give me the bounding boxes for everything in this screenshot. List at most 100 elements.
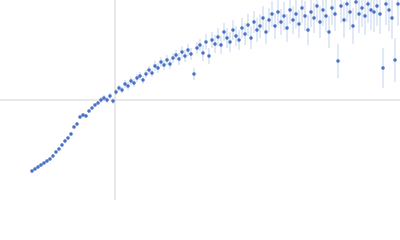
data-point: [231, 28, 235, 32]
data-point: [162, 63, 166, 67]
data-point: [54, 150, 58, 154]
data-point: [327, 30, 331, 34]
data-point: [186, 48, 190, 52]
data-point: [270, 12, 274, 16]
data-point: [48, 157, 52, 161]
data-point: [150, 71, 154, 75]
data-point: [333, 12, 337, 16]
data-point: [357, 12, 361, 16]
data-point: [126, 84, 130, 88]
data-point: [396, 2, 400, 6]
data-point: [156, 66, 160, 70]
data-point: [147, 68, 151, 72]
data-point: [36, 165, 40, 169]
data-point: [243, 32, 247, 36]
data-point: [75, 122, 79, 126]
data-point: [315, 4, 319, 8]
data-point: [228, 40, 232, 44]
data-point: [30, 169, 34, 173]
data-point: [39, 163, 43, 167]
data-point: [45, 159, 49, 163]
data-point: [174, 53, 178, 57]
data-point: [141, 78, 145, 82]
data-point: [42, 161, 46, 165]
data-point: [87, 109, 91, 113]
data-point: [264, 30, 268, 34]
data-point: [180, 50, 184, 54]
data-point: [372, 10, 376, 14]
data-point: [129, 79, 133, 83]
data-point: [123, 82, 127, 86]
data-point: [330, 6, 334, 10]
data-point: [159, 60, 163, 64]
data-point: [390, 16, 394, 20]
data-point: [78, 115, 82, 119]
data-point: [393, 58, 397, 62]
data-point: [387, 8, 391, 12]
data-point: [111, 99, 115, 103]
data-point: [63, 139, 67, 143]
data-point: [102, 96, 106, 100]
data-point: [321, 8, 325, 12]
data-point: [339, 4, 343, 8]
data-point: [51, 154, 55, 158]
data-point: [201, 51, 205, 55]
data-point: [369, 8, 373, 12]
data-point: [312, 16, 316, 20]
data-point: [363, 14, 367, 18]
data-point: [81, 113, 85, 117]
data-point: [153, 64, 157, 68]
data-point: [216, 35, 220, 39]
data-point: [306, 28, 310, 32]
data-point: [69, 132, 73, 136]
data-point: [291, 18, 295, 22]
data-point: [318, 20, 322, 24]
data-point: [288, 8, 292, 12]
data-point: [255, 28, 259, 32]
data-point: [57, 147, 61, 151]
data-point: [258, 24, 262, 28]
data-point: [351, 24, 355, 28]
data-point: [210, 38, 214, 42]
data-point: [108, 94, 112, 98]
data-point: [282, 14, 286, 18]
data-point: [378, 12, 382, 16]
data-point: [246, 23, 250, 27]
data-point: [168, 62, 172, 66]
data-point: [171, 56, 175, 60]
data-point: [99, 98, 103, 102]
data-point: [366, 2, 370, 6]
data-point: [276, 10, 280, 14]
data-point: [90, 106, 94, 110]
data-point: [303, 14, 307, 18]
data-point: [261, 16, 265, 20]
data-point: [132, 81, 136, 85]
chart: [0, 0, 400, 200]
data-point: [66, 136, 70, 140]
data-point: [96, 101, 100, 105]
data-point: [273, 24, 277, 28]
data-point: [267, 18, 271, 22]
data-point: [177, 57, 181, 61]
data-point: [297, 22, 301, 26]
data-point: [138, 74, 142, 78]
data-point: [381, 66, 385, 70]
data-point: [300, 6, 304, 10]
data-point: [309, 10, 313, 14]
data-point: [33, 167, 37, 171]
data-point: [198, 43, 202, 47]
data-point: [225, 36, 229, 40]
data-point: [324, 14, 328, 18]
data-point: [360, 6, 364, 10]
data-point: [252, 20, 256, 24]
data-point: [114, 90, 118, 94]
data-point: [192, 72, 196, 76]
data-point: [60, 143, 64, 147]
data-point: [135, 76, 139, 80]
data-point: [144, 72, 148, 76]
data-point: [279, 20, 283, 24]
data-point: [345, 2, 349, 6]
data-point: [240, 26, 244, 30]
data-point: [105, 98, 109, 102]
data-point: [189, 52, 193, 56]
